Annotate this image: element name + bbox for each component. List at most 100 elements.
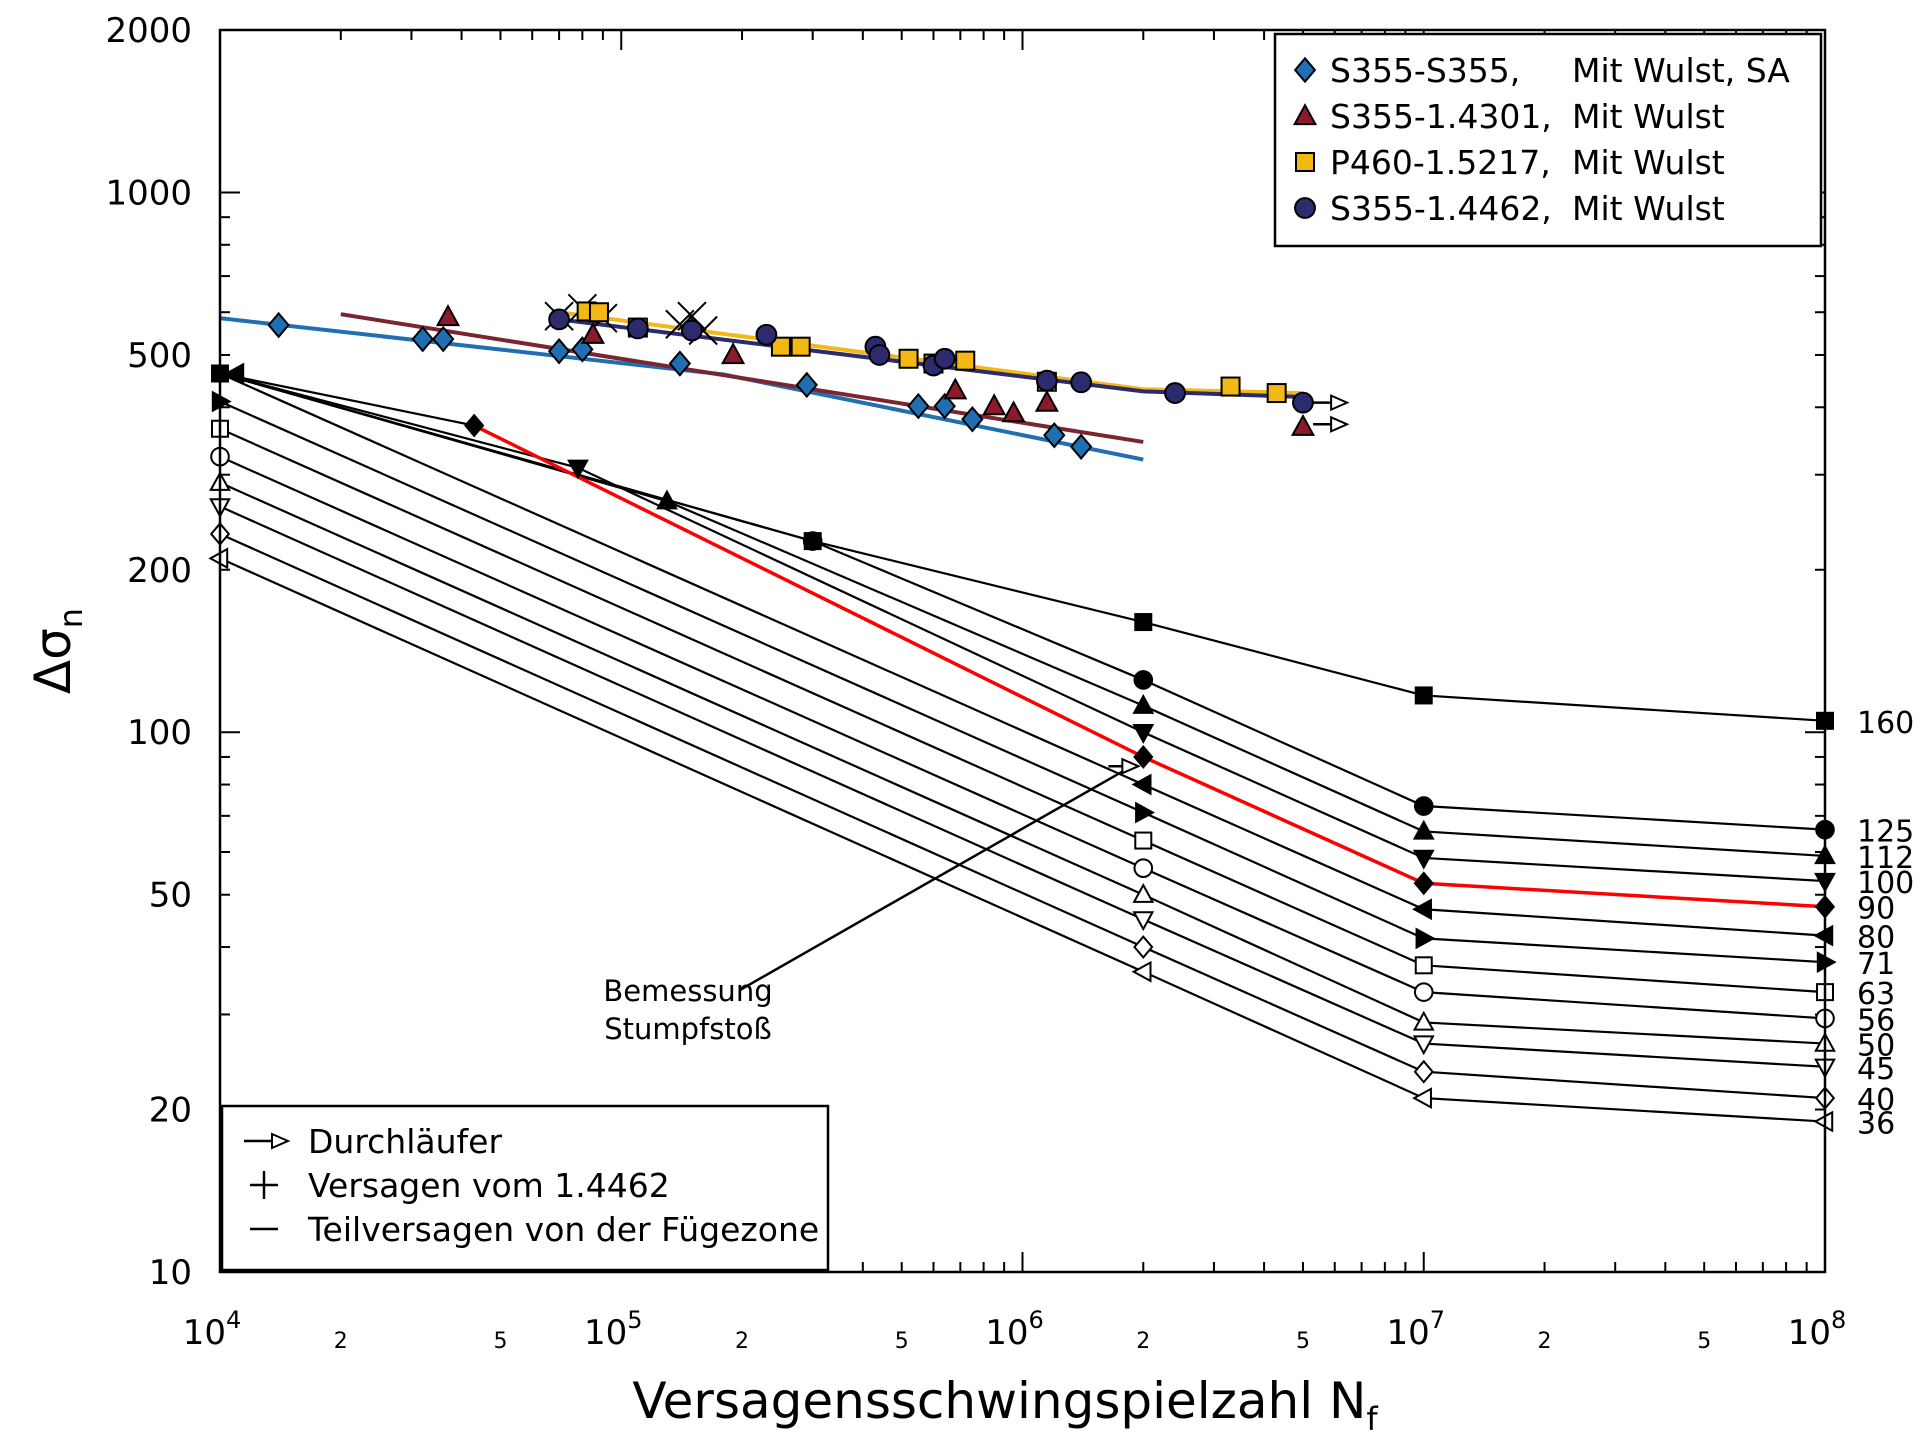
test-point-series-1 [580,321,605,344]
test-point-series-3 [1292,391,1314,414]
test-point-series-3 [626,317,649,340]
fat-line-40 [219,532,1826,1100]
x-minor-tick-label: 5 [1296,1329,1310,1354]
legend-plus-icon [250,1171,278,1199]
test-point-series-0 [933,392,956,420]
y-tick-labels: 10 20 50 100 200 500 1000 2000 [105,11,192,1293]
fat-112-marker [656,489,678,510]
fit-line-series-3 [558,317,1304,399]
y-tick-label: 500 [127,336,192,376]
test-point-series-0 [1043,422,1066,449]
annotation-runout-arrow [1108,757,1141,775]
x-axis-title: Versagensschwingspielzahl Nf [632,1372,1378,1438]
x-minor-tick-label: 2 [334,1329,348,1354]
y-tick-label: 2000 [105,11,192,51]
legend-series-desc: Mit Wulst [1572,189,1725,228]
test-point-series-3 [1070,371,1093,394]
y-tick-label: 50 [149,876,192,916]
runout-arrow-head [1330,415,1350,433]
fat-56-marker [1413,982,1434,1002]
legend-bottom-left-frame [220,1104,830,1272]
x-minor-tick-label: 2 [1136,1329,1150,1354]
fat-class-lines [219,372,1826,1123]
fat-112-marker [1412,819,1435,840]
legend-marker-1 [1292,103,1318,126]
y-tick-label: 200 [127,551,192,591]
fat-class-label-90: 90 [1857,892,1895,927]
runout-arrow-head [271,1132,291,1150]
x-minor-tick-label: 5 [493,1329,507,1354]
fat-100-marker [1132,724,1155,744]
x-tick-label: 107 [1386,1306,1445,1353]
fat-50-marker [1412,1010,1435,1031]
y-tick-label: 10 [149,1253,192,1293]
legend-top-right: S355-S355, Mit Wulst, SA S355-1.4301, Mit W… [1273,32,1823,248]
legend-bottom-label: Durchläufer [308,1122,502,1161]
test-point-series-0 [267,311,290,339]
test-point-series-0 [1069,433,1093,461]
legend-series-desc: Mit Wulst [1572,97,1725,136]
fat-class-label-71: 71 [1857,947,1895,982]
fat-line-71 [219,400,1826,964]
legend-bottom-label: Versagen vom 1.4462 [308,1166,670,1205]
fat-class-label-40: 40 [1857,1083,1895,1118]
test-point-series-3 [933,347,956,370]
test-point-series-1 [1290,413,1315,436]
fat-40-marker [1133,935,1154,959]
test-point-series-1 [1001,400,1026,423]
fat-50-marker [1132,883,1155,903]
x-tick-label: 104 [183,1306,242,1353]
legend-bottom-left: Durchläufer Versagen vom 1.4462 Teilversag… [220,1104,830,1272]
test-point-series-3 [1164,382,1186,404]
x-tick-labels: 104 105 106 107 108 2 5 2 5 2 5 2 5 [183,1306,1847,1354]
test-point-series-2 [898,348,919,369]
y-axis-title: Δσn [24,608,90,694]
test-point-series-0 [432,325,455,353]
fat-100-marker [1412,849,1435,870]
test-point-series-1 [943,377,968,400]
fat-71-marker [1135,801,1155,824]
test-point-series-2 [770,336,791,357]
fat-class-label-56: 56 [1857,1003,1895,1038]
test-point-series-1 [1034,389,1059,412]
y-tick-label: 20 [149,1091,192,1131]
fat-line-90-highlight [473,423,1826,909]
test-point-series-3 [868,344,891,366]
fit-line-series-2 [558,310,1304,396]
test-point-series-2 [790,336,811,357]
fat-class-label-125: 125 [1857,815,1914,850]
test-point-series-1 [721,342,746,365]
fat-63-marker [1134,831,1153,850]
runout-arrow-head [1121,757,1141,775]
test-point-series-2 [588,302,609,323]
fat-125-marker [1133,670,1154,690]
legend-series-name: S355-1.4301, [1330,97,1552,136]
test-point-series-3 [755,323,778,346]
x-tick-label: 108 [1788,1306,1847,1353]
fat-class-label-160: 160 [1857,706,1914,741]
fat-160-marker [1414,686,1433,705]
test-point-series-0 [961,406,984,433]
plot-frame [218,28,1827,1274]
test-point-series-2 [1220,376,1241,397]
legend-series-desc: Mit Wulst, SA [1572,51,1790,90]
fat-40-marker [1413,1059,1434,1084]
y-tick-label: 100 [127,713,192,753]
runout-marker [1313,394,1350,412]
test-point-series-0 [547,337,571,365]
fat-90-marker [1133,744,1154,769]
runout-arrow-head [1330,394,1350,412]
test-data-points [267,293,1350,461]
legend-bottom-label: Teilversagen von der Fügezone [307,1210,819,1249]
annotation-text-line: Stumpfstoß [604,1012,772,1046]
test-point-series-1 [982,393,1007,416]
cross-marker-stroke [665,309,695,339]
fat-125-marker [1413,796,1434,816]
fat-class-label-112: 112 [1857,841,1914,876]
legend-series-name: P460-1.5217, [1330,143,1551,182]
fat-80-marker [1131,773,1152,796]
y-tick-label: 1000 [105,173,192,213]
fat-71-marker [1415,927,1436,950]
legend-bottom-left-entries: Durchläufer Versagen vom 1.4462 Teilversag… [244,1122,819,1249]
